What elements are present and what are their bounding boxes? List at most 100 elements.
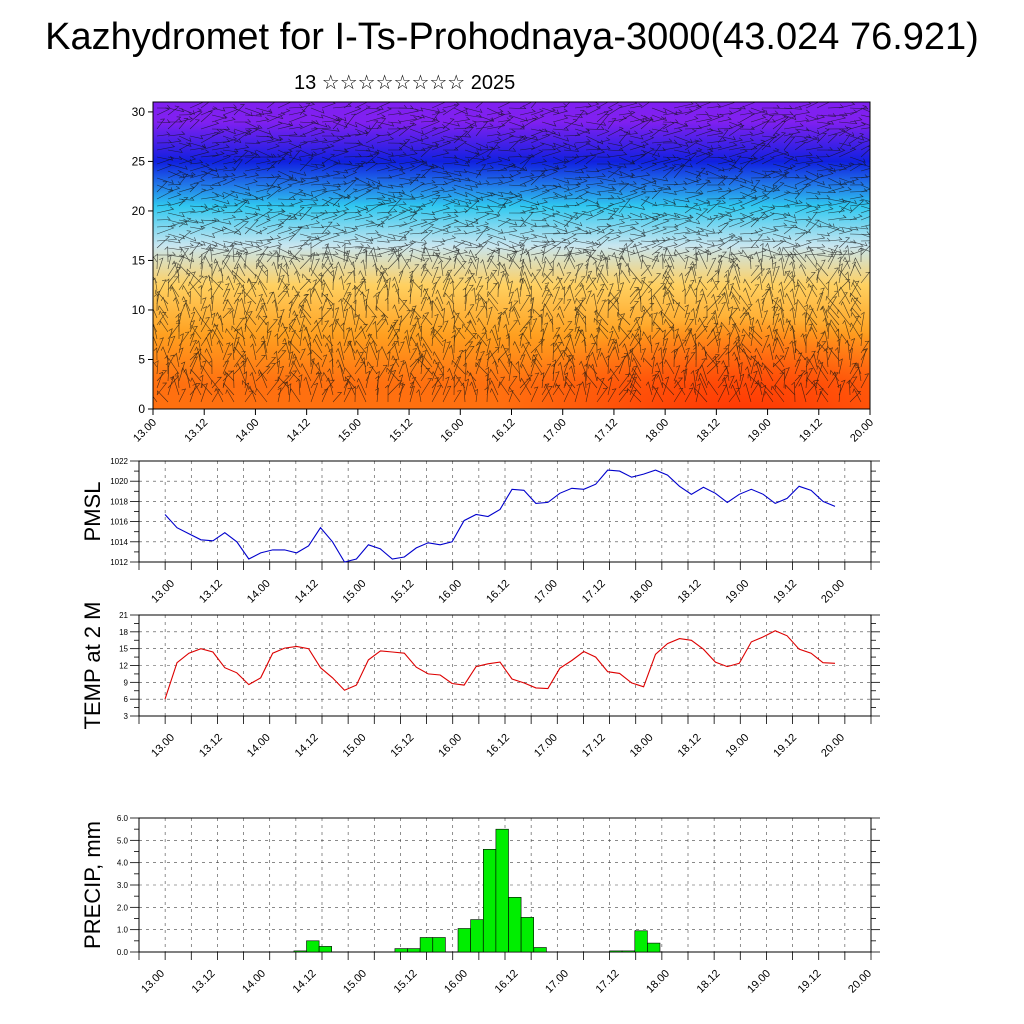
wind-barb (585, 102, 600, 109)
wind-barb (741, 347, 752, 368)
wind-barb (343, 366, 356, 382)
precip-bar (495, 828, 509, 953)
wind-barb (398, 218, 418, 228)
wind-barb (380, 264, 389, 277)
wind-barb (783, 242, 801, 249)
wind-barb (497, 199, 513, 207)
wind-barb (299, 252, 320, 256)
wind-barb (544, 284, 554, 298)
wind-barb (596, 377, 605, 396)
wind-barb (783, 346, 790, 361)
wind-barb (453, 277, 464, 291)
wind-barb (531, 358, 543, 375)
wind-barb (837, 383, 842, 403)
wind-barb (164, 355, 169, 375)
wind-barb (365, 162, 378, 172)
wind-barb (741, 249, 752, 263)
wind-barb (750, 115, 767, 123)
wind-barb (805, 170, 819, 178)
wind-barb (398, 341, 405, 354)
pmsl-line (164, 469, 836, 563)
wind-barb (860, 205, 870, 210)
wind-barb (299, 237, 312, 249)
wind-barb (563, 219, 583, 227)
wind-barb (367, 332, 378, 347)
wind-barb (189, 102, 205, 109)
wind-barb (376, 246, 398, 251)
wind-barb (501, 263, 510, 284)
wind-barb (464, 240, 481, 248)
wind-barb (398, 123, 415, 137)
wind-barb (409, 135, 430, 144)
y-tick-label: 9 (124, 678, 129, 687)
wind-barb (343, 131, 362, 137)
wind-barb (688, 283, 697, 298)
wind-barb (200, 142, 220, 151)
wind-barb (189, 111, 203, 123)
wind-barb (530, 296, 535, 312)
wind-barb (552, 286, 561, 305)
wind-barb (233, 219, 246, 228)
wind-barb (242, 289, 257, 305)
wind-barb (806, 276, 818, 291)
wind-barb (849, 362, 857, 375)
wind-barb (794, 240, 812, 249)
wind-barb (777, 298, 785, 319)
wind-barb (849, 315, 860, 333)
wind-barb (198, 284, 202, 305)
wind-barb (266, 136, 284, 144)
wind-barb (684, 279, 695, 298)
wind-barb (244, 226, 263, 235)
x-tick-label: 19.12 (796, 968, 824, 996)
wind-barb (299, 102, 316, 109)
wind-barb (442, 258, 452, 270)
wind-barb (288, 314, 299, 326)
wind-barb (628, 267, 642, 284)
wind-barb (156, 144, 176, 151)
wind-barb (772, 355, 785, 368)
wind-barb (225, 389, 235, 403)
wind-barb (222, 382, 235, 396)
precip-bar (318, 946, 333, 953)
wind-barb (706, 113, 725, 123)
wind-barb (497, 193, 518, 200)
wind-barb (332, 136, 345, 144)
wind-barb (299, 151, 318, 158)
wind-barb (838, 279, 851, 291)
x-tick-label: 18.00 (628, 732, 656, 760)
wind-barb (761, 254, 776, 259)
wind-barb (552, 103, 568, 109)
wind-barb (497, 311, 502, 326)
wind-barb (684, 191, 703, 200)
wind-barb (266, 357, 277, 368)
wind-barb (662, 109, 683, 116)
wind-barb (595, 326, 600, 340)
wind-barb (554, 382, 565, 396)
wind-barb (607, 338, 615, 354)
wind-barb (233, 191, 252, 197)
wind-barb (189, 242, 204, 249)
wind-barb (311, 359, 323, 375)
wind-barb (266, 156, 286, 165)
wind-barb (442, 178, 456, 186)
wind-barb (189, 324, 202, 340)
wind-barb (255, 240, 272, 249)
wind-barb (794, 176, 810, 186)
wind-barb (209, 276, 224, 291)
wind-barb (750, 180, 761, 193)
wind-barb (728, 171, 744, 186)
wind-barb (850, 311, 862, 326)
wind-barb (695, 116, 713, 123)
wind-barb (728, 184, 745, 193)
wind-barb (739, 155, 757, 160)
wind-barb (629, 142, 646, 149)
wind-barb (671, 349, 675, 368)
wind-barb (629, 103, 643, 109)
wind-barb (596, 129, 610, 137)
wind-barb (684, 139, 700, 151)
wind-barb (728, 163, 743, 171)
wind-barb (585, 382, 591, 403)
wind-barb (629, 246, 650, 256)
wind-barb (398, 299, 408, 312)
wind-barb (730, 258, 741, 270)
